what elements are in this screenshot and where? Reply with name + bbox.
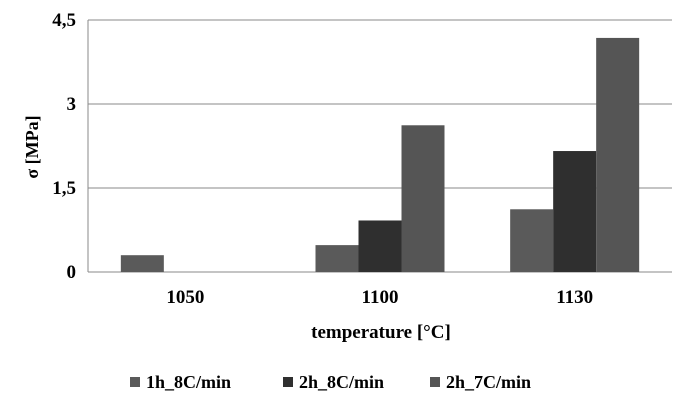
y-tick-label: 3 [67, 94, 77, 115]
legend-label: 1h_8C/min [146, 372, 231, 392]
legend-label: 2h_8C/min [299, 372, 384, 392]
y-tick-labels: 0 1,5 3 4,5 [52, 10, 76, 283]
legend: 1h_8C/min 2h_8C/min 2h_7C/min [130, 372, 531, 392]
y-tick-label: 0 [67, 262, 77, 283]
legend-swatch [130, 377, 140, 387]
y-tick-label: 4,5 [52, 10, 76, 31]
bars [120, 37, 640, 272]
bar [358, 220, 402, 272]
legend-swatch [283, 377, 293, 387]
bar [120, 255, 164, 272]
bar [553, 151, 597, 272]
legend-swatch [430, 377, 440, 387]
legend-label: 2h_7C/min [446, 372, 531, 392]
x-tick-label: 1130 [556, 287, 593, 308]
bar [596, 37, 640, 272]
bar [401, 125, 445, 272]
bar [510, 209, 554, 272]
x-tick-label: 1100 [362, 287, 399, 308]
bar [315, 245, 359, 272]
x-tick-labels: 1050 1100 1130 [166, 287, 593, 308]
y-tick-label: 1,5 [52, 178, 76, 199]
x-tick-label: 1050 [166, 287, 204, 308]
y-axis-title: σ [MPa] [22, 115, 42, 178]
x-axis-title: temperature [°C] [311, 322, 451, 343]
